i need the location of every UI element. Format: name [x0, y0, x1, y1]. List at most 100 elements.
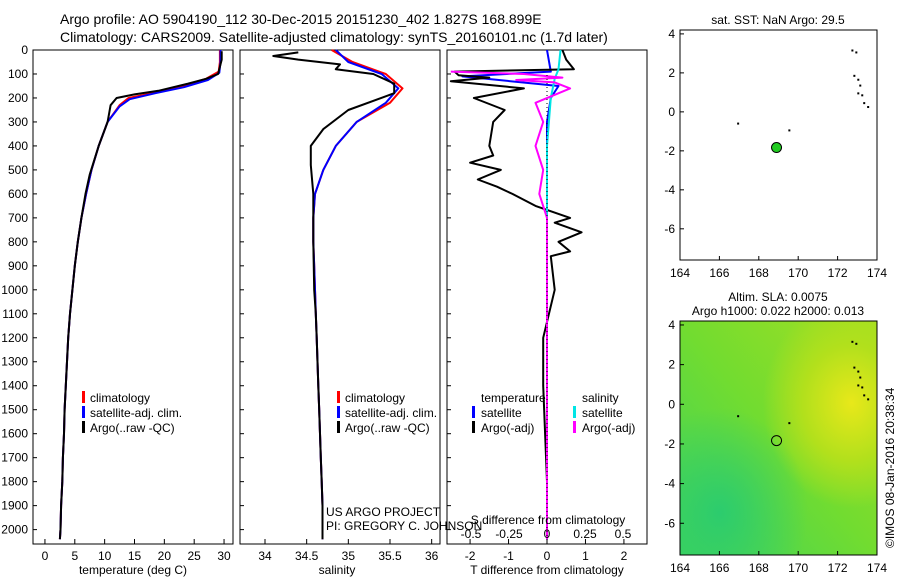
x-tick-label: 35	[342, 549, 356, 563]
x-tick-label: -2	[465, 549, 476, 563]
x-tick-label: 36	[425, 549, 439, 563]
difference-x2-ticks: -0.5 -0.25 0 0.25 0.5	[461, 527, 632, 541]
map-y-tick-label: -4	[664, 183, 675, 197]
depth-tick-label: 1600	[1, 427, 28, 441]
map-x-tick-label: 172	[828, 561, 848, 575]
island-dot	[857, 370, 860, 373]
legend-label-argo: Argo(..raw -QC)	[345, 421, 430, 435]
series-line-temperature-satellite	[461, 49, 560, 540]
island-dot	[863, 102, 866, 105]
map-y-tick-label: -4	[664, 477, 675, 491]
island-dot	[867, 398, 870, 401]
depth-tick-label: 1300	[1, 355, 28, 369]
salinity-xlabel: salinity	[319, 563, 356, 577]
sla-map-ticks: 164 166 168 170 172 174 4 2 0 -2 -4 -6	[664, 318, 887, 575]
salinity-x-ticks: 34 34.5 35 35.5 36	[258, 539, 439, 563]
sla-field-low	[680, 321, 877, 555]
series-line-satellite-adj-clim-	[58, 50, 222, 540]
map-y-tick-label: 2	[668, 358, 675, 372]
legend-label-climatology: climatology	[90, 391, 150, 405]
float-position-marker	[771, 142, 783, 154]
map-x-tick-label: 166	[709, 266, 729, 280]
legend-swatch-sal-argo	[573, 421, 576, 433]
map-x-tick-label: 172	[828, 266, 848, 280]
salinity-legend: climatology satellite-adj. clim. Argo(..…	[337, 391, 437, 435]
series-line-salinity-satellite	[546, 49, 562, 540]
legend-swatch-satellite	[337, 406, 340, 418]
difference-x2label: S difference from climatology	[471, 513, 626, 527]
x-tick-label: 34.5	[295, 549, 319, 563]
map-y-tick-label: 2	[668, 66, 675, 80]
map-x-tick-label: 168	[749, 561, 769, 575]
salinity-lines	[272, 49, 404, 540]
legend-label-argo: Argo(..raw -QC)	[90, 421, 175, 435]
x-tick-label: 0	[544, 549, 551, 563]
sst-map-panel: sat. SST: NaN Argo: 29.5 164 166 168 170 172…	[664, 13, 887, 280]
difference-xlabel: T difference from climatology	[470, 563, 624, 577]
sla-map-frame	[679, 320, 878, 556]
legend-swatch-sal-satellite	[573, 406, 576, 418]
x2-tick-label: -0.5	[461, 527, 482, 541]
depth-tick-label: 100	[8, 67, 28, 81]
x-tick-label: 15	[128, 549, 142, 563]
map-x-tick-label: 164	[670, 561, 690, 575]
x-tick-label: 34	[258, 549, 272, 563]
x-tick-label: 5	[71, 549, 78, 563]
depth-tick-label: 700	[8, 211, 28, 225]
map-x-tick-label: 174	[867, 561, 887, 575]
island-dot	[737, 415, 740, 418]
depth-tick-label: 500	[8, 163, 28, 177]
depth-tick-label: 1100	[2, 307, 28, 321]
sla-heatmap	[680, 321, 877, 555]
series-line-argo-raw-qc-	[58, 51, 223, 540]
difference-panel: -2 -1 0 1 2 -0.5 -0.25 0 0.25 0.5 S difference f…	[446, 49, 648, 577]
island-dot	[867, 106, 870, 109]
map-y-tick-label: 4	[668, 318, 675, 332]
island-dot	[788, 129, 791, 132]
island-dot	[857, 78, 860, 81]
island-dot	[855, 342, 858, 345]
legend-label-temp-satellite: satellite	[481, 406, 522, 420]
island-dot	[857, 384, 860, 387]
legend-label-sal-argo: Argo(-adj)	[582, 421, 635, 435]
salinity-panel: 34 34.5 35 35.5 36 salinity climatology sate…	[239, 49, 482, 577]
legend-header-salinity: salinity	[582, 391, 619, 405]
legend-header-temperature: temperature	[481, 391, 546, 405]
depth-tick-label: 0	[21, 43, 28, 57]
depth-axis-ticks: 0 100 200 300 400 500 600 700 800 900 1000 1100 1200…	[1, 43, 451, 537]
x-tick-label: 30	[217, 549, 231, 563]
temperature-legend: climatology satellite-adj. clim. Argo(..…	[82, 391, 182, 435]
depth-tick-label: 2000	[1, 523, 28, 537]
island-outlines	[737, 340, 870, 425]
sla-map-subtitle: Argo h1000: 0.022 h2000: 0.013	[692, 304, 864, 318]
x2-tick-label: -0.25	[495, 527, 523, 541]
map-x-tick-label: 174	[867, 266, 887, 280]
depth-tick-label: 1900	[1, 499, 28, 513]
map-y-tick-label: 0	[668, 105, 675, 119]
legend-swatch-temp-argo	[472, 421, 475, 433]
map-x-tick-label: 164	[670, 266, 690, 280]
header-line-2: Climatology: CARS2009. Satellite-adjuste…	[60, 29, 608, 45]
temperature-xlabel: temperature (deg C)	[79, 563, 187, 577]
depth-tick-label: 200	[8, 91, 28, 105]
island-dot	[853, 74, 856, 77]
legend-swatch-climatology	[337, 391, 340, 403]
map-x-tick-label: 170	[788, 561, 808, 575]
series-line-argo-raw-qc-	[272, 51, 396, 540]
map-y-tick-label: 0	[668, 397, 675, 411]
island-dot	[861, 386, 864, 389]
legend-label-satellite: satellite-adj. clim.	[345, 406, 437, 420]
x-tick-label: 2	[621, 549, 628, 563]
legend-swatch-temp-satellite	[472, 406, 475, 418]
legend-swatch-satellite	[82, 406, 85, 418]
island-dot	[737, 122, 740, 125]
map-y-tick-label: -6	[664, 516, 675, 530]
depth-tick-label: 1400	[1, 379, 28, 393]
x2-tick-label: 0.5	[615, 527, 632, 541]
series-line-satellite-adj-clim-	[312, 49, 400, 540]
temperature-x-ticks: 0 5 10 15 20 25 30	[42, 539, 231, 563]
sla-map-title: Altim. SLA: 0.0075	[728, 290, 828, 304]
series-line-climatology	[58, 50, 221, 540]
x-tick-label: 10	[98, 549, 112, 563]
